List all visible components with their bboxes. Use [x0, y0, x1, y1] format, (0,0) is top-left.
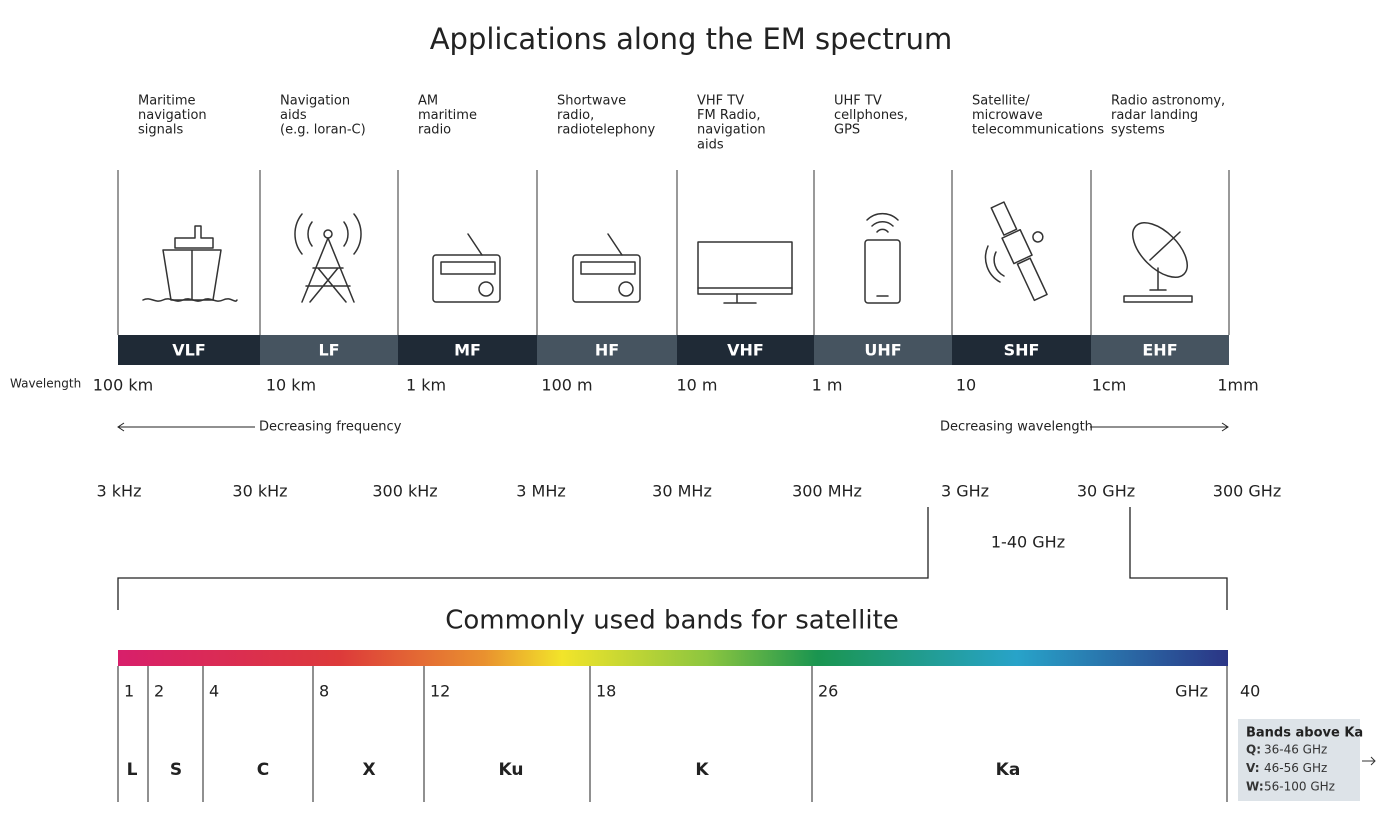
arrow-head — [117, 422, 125, 432]
application-text: telecommunications — [972, 123, 1104, 138]
frequency: 300 MHz — [792, 482, 862, 501]
band-name: SHF — [1004, 341, 1040, 360]
band-cell — [537, 335, 677, 365]
band-range: 56-100 GHz — [1264, 780, 1335, 794]
band-range: 36-46 GHz — [1264, 743, 1327, 757]
application-text: maritime — [418, 108, 477, 123]
wavelength: 1mm — [1217, 376, 1258, 395]
ghz-tick: 4 — [209, 682, 219, 701]
satellite-band: K — [695, 760, 709, 780]
wavelength: 10 km — [266, 376, 316, 395]
band-range: 46-56 GHz — [1264, 761, 1327, 775]
band-name: VLF — [172, 341, 206, 360]
icons — [142, 201, 1193, 304]
frequency: 3 GHz — [941, 482, 989, 501]
application-text: microwave — [972, 108, 1043, 123]
satellite-band: Ka — [996, 760, 1021, 780]
application-text: Shortwave — [557, 94, 626, 109]
application-text: Navigation — [280, 94, 350, 109]
application-text: radiotelephony — [557, 123, 656, 138]
satellite-band: C — [257, 760, 269, 780]
band-cell — [398, 335, 537, 365]
band-name: VHF — [727, 341, 764, 360]
satellite-end: 40 — [1240, 682, 1260, 701]
ghz-tick: 26 — [818, 682, 838, 701]
band-cell — [814, 335, 952, 365]
application-text: (e.g. loran-C) — [280, 123, 366, 138]
wavelength: 1 m — [812, 376, 843, 395]
application-text: signals — [138, 123, 183, 138]
frequency: 300 kHz — [372, 482, 437, 501]
frequency: 30 GHz — [1077, 482, 1135, 501]
satellite-unit: GHz — [1175, 682, 1208, 701]
wavelength: 100 m — [541, 376, 592, 395]
wavelength: 1cm — [1092, 376, 1127, 395]
bands-above-title: Bands above Ka — [1246, 726, 1363, 741]
ghz-tick: 12 — [430, 682, 450, 701]
wavelength: 10 m — [676, 376, 717, 395]
wavelength: 10 — [956, 376, 976, 395]
application-text: aids — [697, 137, 724, 152]
band-name: HF — [595, 341, 619, 360]
frequency: 300 GHz — [1213, 482, 1281, 501]
band-name: UHF — [864, 341, 901, 360]
ghz-tick: 8 — [319, 682, 329, 701]
satellite-range: 1-40 GHz — [991, 533, 1065, 552]
application-text: radar landing — [1111, 108, 1198, 123]
frequency: 3 MHz — [516, 482, 566, 501]
application-text: GPS — [834, 123, 860, 138]
application-text: Satellite/ — [972, 94, 1030, 109]
application-text: VHF TV — [697, 94, 744, 109]
satellite-band: S — [170, 760, 182, 780]
band-letter: Q: — [1246, 743, 1261, 757]
application-text: Radio astronomy, — [1111, 94, 1225, 109]
ghz-tick: 18 — [596, 682, 616, 701]
wavelength: 100 km — [93, 376, 153, 395]
ghz-tick: 2 — [154, 682, 164, 701]
application-text: AM — [418, 94, 438, 109]
decreasing-frequency: Decreasing frequency — [259, 420, 402, 435]
satellite-title: Commonly used bands for satellite — [445, 606, 899, 636]
application-text: radio — [418, 123, 451, 138]
frequency: 30 MHz — [652, 482, 712, 501]
bands-above-box — [1238, 719, 1360, 801]
spectrum-bar — [118, 650, 1228, 666]
application-text: Maritime — [138, 94, 196, 109]
band-name: LF — [318, 341, 339, 360]
application-text: navigation — [697, 123, 766, 138]
band-name: MF — [454, 341, 481, 360]
application-text: navigation — [138, 108, 207, 123]
band-cell — [677, 335, 814, 365]
frequency: 3 kHz — [97, 482, 142, 501]
bracket — [117, 507, 1228, 610]
application-text: FM Radio, — [697, 108, 761, 123]
application-text: systems — [1111, 123, 1165, 138]
band-cell — [1091, 335, 1229, 365]
band-cell — [118, 335, 260, 365]
arrow-head — [1221, 422, 1229, 432]
band-letter: W: — [1246, 780, 1264, 794]
band-letter: V: — [1246, 761, 1260, 775]
application-text: UHF TV — [834, 94, 882, 109]
band-cell — [260, 335, 398, 365]
ghz-tick: 1 — [124, 682, 134, 701]
application-text: radio, — [557, 108, 594, 123]
arrow — [1362, 756, 1376, 766]
application-text: aids — [280, 108, 307, 123]
satellite-band: L — [127, 760, 138, 780]
satellite-band: X — [362, 760, 375, 780]
wavelength: 1 km — [406, 376, 446, 395]
application-text: cellphones, — [834, 108, 908, 123]
band-cell — [952, 335, 1091, 365]
frequency: 30 kHz — [232, 482, 287, 501]
title: Applications along the EM spectrum — [430, 22, 953, 56]
satellite-band: Ku — [499, 760, 524, 780]
decreasing-wavelength: Decreasing wavelength — [940, 420, 1093, 435]
wavelength-label: Wavelength — [10, 377, 81, 391]
band-name: EHF — [1142, 341, 1177, 360]
